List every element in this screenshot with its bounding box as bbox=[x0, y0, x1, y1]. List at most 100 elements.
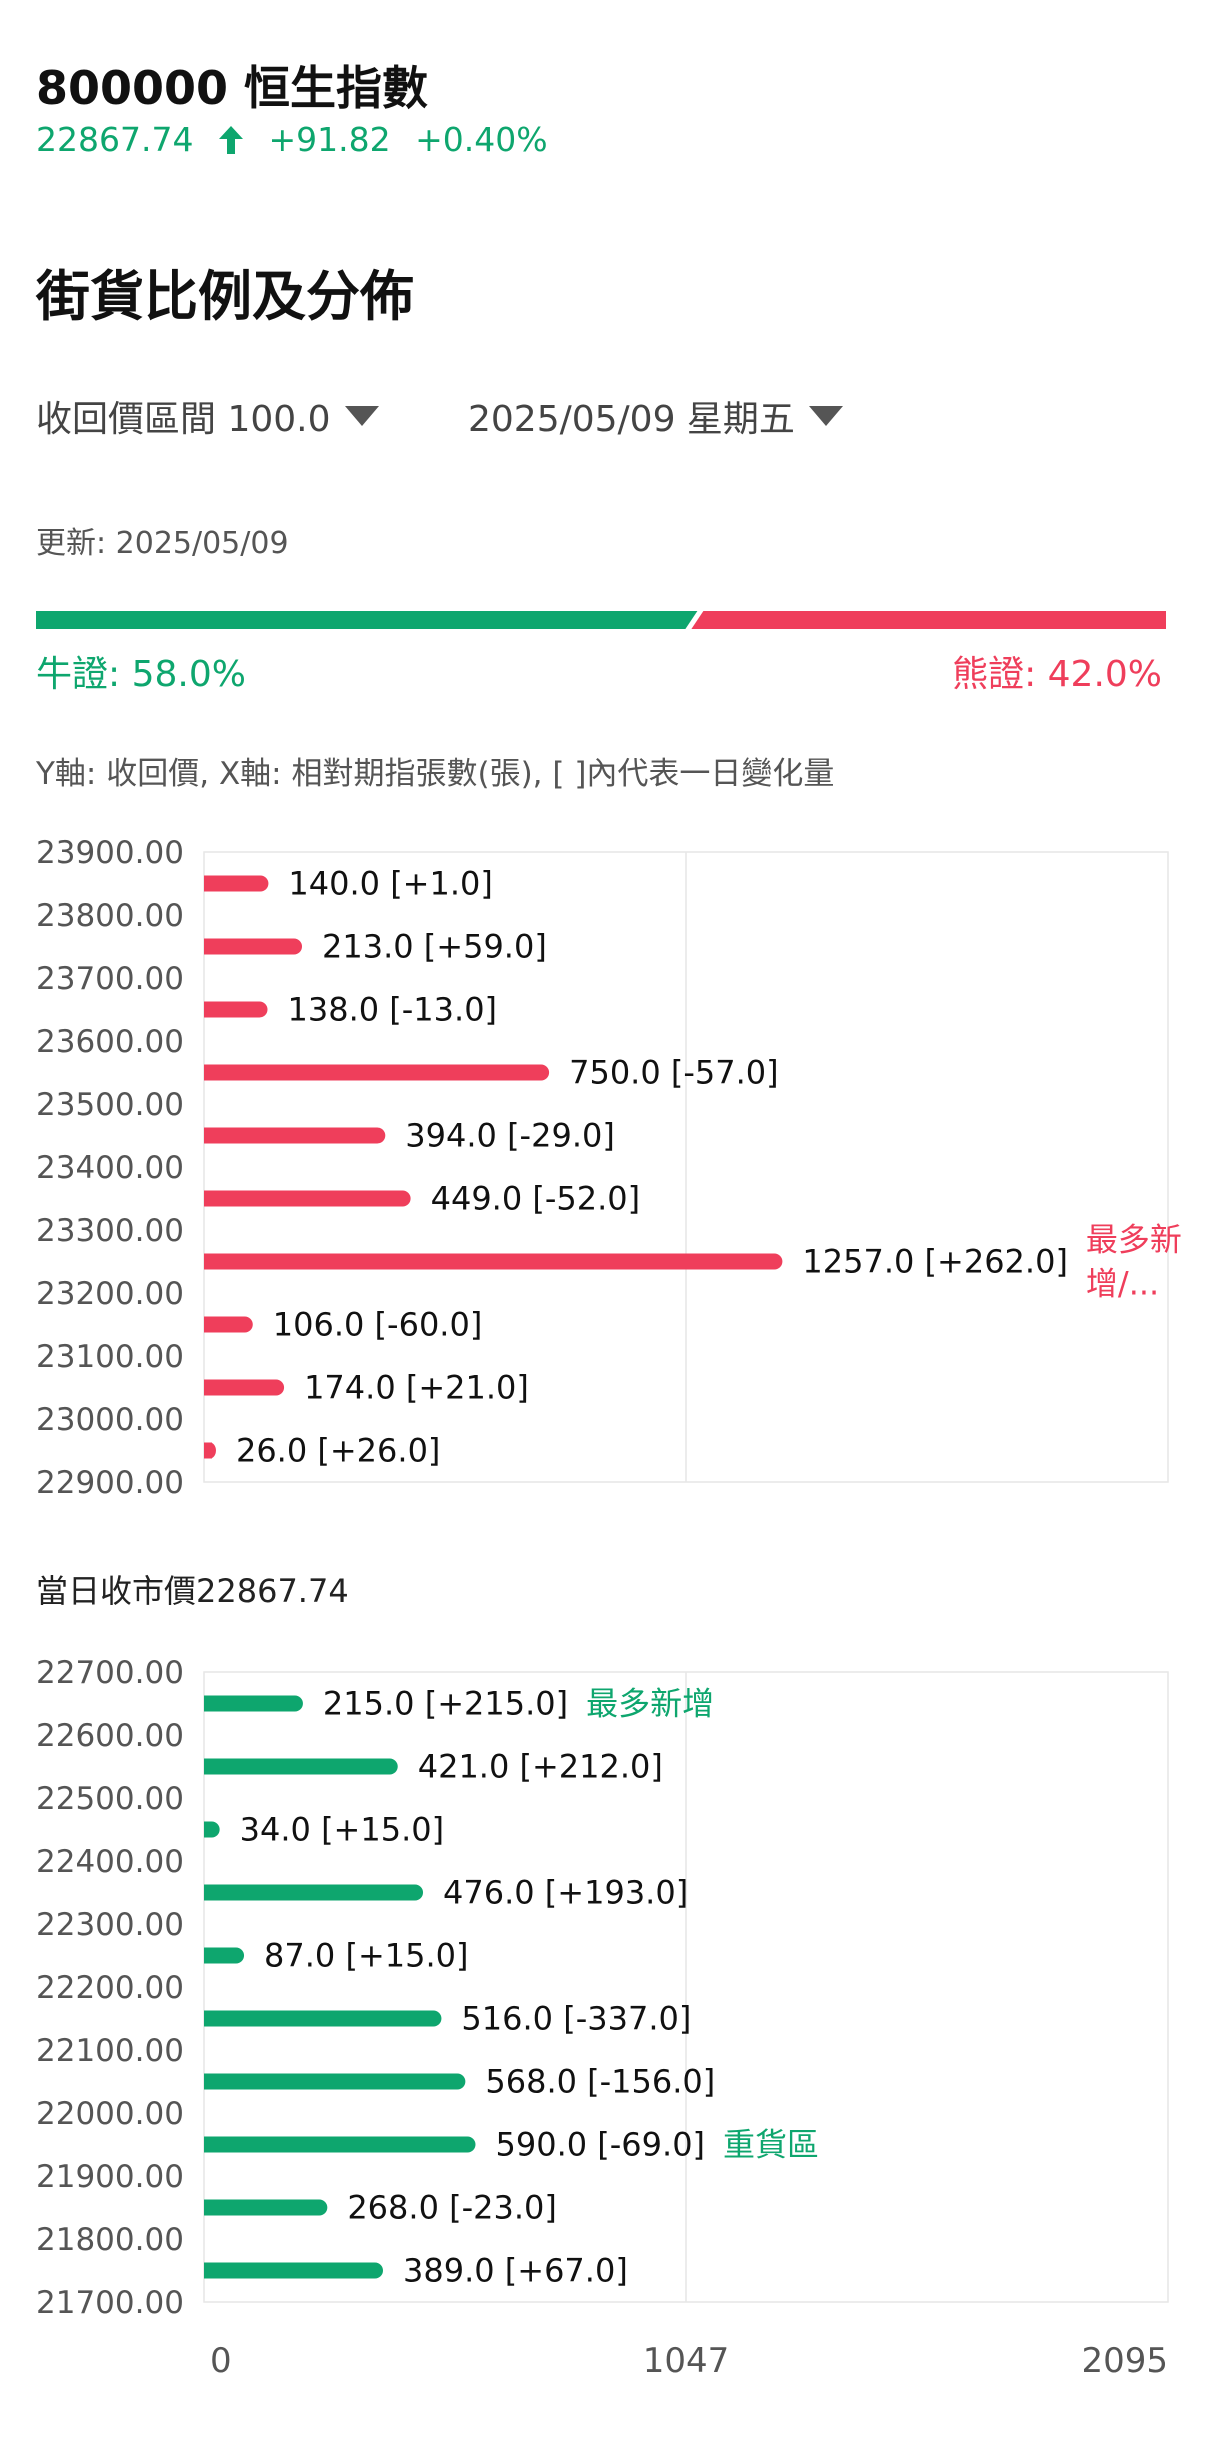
bull-chart-bar-cap bbox=[204, 2136, 212, 2153]
bull-chart-bar-cap bbox=[204, 2199, 212, 2216]
bear-chart-bar-cap bbox=[204, 1127, 212, 1144]
bear-chart-bar-cap bbox=[204, 1316, 212, 1333]
bear-chart-bar bbox=[204, 1127, 386, 1144]
bull-chart-bar bbox=[204, 1947, 245, 1964]
bull-chart-y-tick-label: 22600.00 bbox=[36, 1718, 184, 1754]
bull-chart-bar-label: 215.0 [+215.0] bbox=[323, 1685, 568, 1723]
bear-chart-bar bbox=[204, 1316, 253, 1333]
bull-chart-bar-label: 476.0 [+193.0] bbox=[443, 1874, 688, 1912]
bear-chart-bar bbox=[204, 938, 303, 955]
bull-distribution-chart: 22700.00 22600.00 22500.00 22400.00 22300.00… bbox=[36, 1655, 1169, 2381]
section-title: 街貨比例及分佈 bbox=[36, 265, 414, 328]
price: 22867.74 bbox=[36, 120, 194, 159]
bull-chart-y-tick-label: 22700.00 bbox=[36, 1655, 184, 1691]
recall-range-dropdown[interactable]: 收回價區間 100.0 bbox=[36, 390, 379, 442]
bull-chart-bar-cap bbox=[204, 1758, 212, 1775]
bull-chart-y-tick-label: 22100.00 bbox=[36, 2033, 184, 2069]
bear-ratio-label: 熊證: 42.0% bbox=[952, 654, 1162, 695]
bear-chart-bar-cap bbox=[204, 1190, 212, 1207]
change: +91.82 bbox=[268, 120, 391, 159]
bear-chart-bar-cap bbox=[204, 1379, 212, 1396]
bear-chart-bar bbox=[204, 875, 269, 892]
bear-chart-bar-annotation: 最多新 bbox=[1086, 1221, 1182, 1259]
bull-chart-bar-label: 87.0 [+15.0] bbox=[264, 1937, 468, 1975]
bull-chart-bar-cap bbox=[204, 1884, 212, 1901]
bear-chart-y-tick-label: 23300.00 bbox=[36, 1213, 184, 1249]
bull-chart-y-tick-label: 22500.00 bbox=[36, 1781, 184, 1817]
bull-chart-bar-cap bbox=[204, 2010, 212, 2027]
bear-chart-bar-cap bbox=[204, 938, 212, 955]
bear-chart-bar-label: 750.0 [-57.0] bbox=[569, 1054, 779, 1092]
bull-chart-bar-label: 421.0 [+212.0] bbox=[418, 1748, 663, 1786]
bull-chart-x-tick-label: 2095 bbox=[1081, 2341, 1168, 2381]
bull-chart-bar bbox=[204, 1695, 303, 1712]
bull-chart-x-tick-label: 0 bbox=[210, 2341, 232, 2381]
bear-distribution-chart: 23900.00 23800.00 23700.00 23600.00 23500.00… bbox=[36, 835, 1182, 1501]
bull-chart-bar-label: 389.0 [+67.0] bbox=[403, 2252, 628, 2290]
bear-chart-y-tick-label: 22900.00 bbox=[36, 1465, 184, 1501]
axis-note: Y軸: 收回價, X軸: 相對期指張數(張), [ ]內代表一日變化量 bbox=[36, 756, 835, 792]
bull-chart-bar bbox=[204, 2262, 383, 2279]
bear-chart-bar-label: 394.0 [-29.0] bbox=[405, 1117, 615, 1155]
bull-chart-y-tick-label: 22200.00 bbox=[36, 1970, 184, 2006]
bear-chart-bar-label: 1257.0 [+262.0] bbox=[802, 1243, 1068, 1281]
bear-chart-y-tick-label: 23700.00 bbox=[36, 961, 184, 997]
bear-chart-bar-label: 449.0 [-52.0] bbox=[431, 1180, 641, 1218]
bear-chart-bar-label: 26.0 [+26.0] bbox=[236, 1432, 440, 1470]
bear-chart-bar bbox=[204, 1253, 783, 1270]
bull-chart-bar-annotation: 最多新增 bbox=[586, 1685, 714, 1723]
chevron-down-icon bbox=[808, 406, 843, 426]
bear-ratio-segment bbox=[691, 611, 1166, 629]
bear-chart-bar bbox=[204, 1064, 550, 1081]
bear-chart-y-tick-label: 23400.00 bbox=[36, 1150, 184, 1186]
bull-chart-bar-cap bbox=[204, 1947, 212, 1964]
bear-chart-bar-cap bbox=[204, 1001, 212, 1018]
bear-chart-bar-annotation: 增/... bbox=[1086, 1265, 1159, 1303]
bull-chart-bar-annotation: 重貨區 bbox=[723, 2126, 819, 2164]
bull-chart-bar bbox=[204, 2136, 476, 2153]
bear-chart-y-tick-label: 23800.00 bbox=[36, 898, 184, 934]
bear-chart-bar-label: 213.0 [+59.0] bbox=[322, 928, 547, 966]
bear-chart-y-tick-label: 23100.00 bbox=[36, 1339, 184, 1375]
bull-chart-bar-label: 516.0 [-337.0] bbox=[461, 2000, 691, 2038]
bull-chart-bar-cap bbox=[204, 1695, 212, 1712]
bull-chart-bar-label: 34.0 [+15.0] bbox=[240, 1811, 444, 1849]
bull-bear-ratio-bar bbox=[36, 611, 1166, 629]
bear-chart-y-tick-label: 23200.00 bbox=[36, 1276, 184, 1312]
bull-chart-bar bbox=[204, 2073, 466, 2090]
bear-chart-bar bbox=[204, 1379, 285, 1396]
bull-chart-x-tick-label: 1047 bbox=[643, 2341, 730, 2381]
bear-chart-bar-cap bbox=[204, 1064, 212, 1081]
bear-chart-y-tick-label: 23900.00 bbox=[36, 835, 184, 871]
bull-chart-bar bbox=[204, 2010, 442, 2027]
bull-chart-y-tick-label: 22300.00 bbox=[36, 1907, 184, 1943]
bear-chart-y-tick-label: 23000.00 bbox=[36, 1402, 184, 1438]
bear-chart-bar-cap bbox=[204, 1253, 212, 1270]
bull-chart-bar-label: 590.0 [-69.0] bbox=[495, 2126, 705, 2164]
close-price-label: 當日收市價22867.74 bbox=[36, 1572, 349, 1610]
bull-chart-y-tick-label: 22000.00 bbox=[36, 2096, 184, 2132]
bull-chart-y-tick-label: 22400.00 bbox=[36, 1844, 184, 1880]
bull-chart-bar-cap bbox=[204, 2073, 212, 2090]
updated-date: 更新: 2025/05/09 bbox=[36, 526, 289, 561]
bear-chart-bar-label: 174.0 [+21.0] bbox=[304, 1369, 529, 1407]
date-dropdown[interactable]: 2025/05/09 星期五 bbox=[468, 390, 843, 442]
bull-chart-bar bbox=[204, 1884, 424, 1901]
bull-chart-y-tick-label: 21900.00 bbox=[36, 2159, 184, 2195]
bear-chart-y-tick-label: 23600.00 bbox=[36, 1024, 184, 1060]
bull-chart-y-tick-label: 21700.00 bbox=[36, 2285, 184, 2321]
bull-ratio-label: 牛證: 58.0% bbox=[36, 654, 246, 695]
bull-ratio-segment bbox=[36, 611, 698, 629]
bear-chart-bar-label: 138.0 [-13.0] bbox=[287, 991, 497, 1029]
bull-chart-y-tick-label: 21800.00 bbox=[36, 2222, 184, 2258]
bull-chart-bar bbox=[204, 2199, 328, 2216]
change-percent: +0.40% bbox=[415, 120, 548, 159]
bull-chart-bar bbox=[204, 1758, 398, 1775]
quote-row: 22867.74 +91.82 +0.40% bbox=[36, 120, 562, 159]
up-arrow-icon bbox=[218, 126, 243, 154]
page-title: 800000 恒生指數 bbox=[36, 61, 429, 115]
bull-chart-bar-label: 268.0 [-23.0] bbox=[347, 2189, 557, 2227]
bull-chart-bar-label: 568.0 [-156.0] bbox=[485, 2063, 715, 2101]
bear-chart-y-tick-label: 23500.00 bbox=[36, 1087, 184, 1123]
chevron-down-icon bbox=[344, 406, 379, 426]
